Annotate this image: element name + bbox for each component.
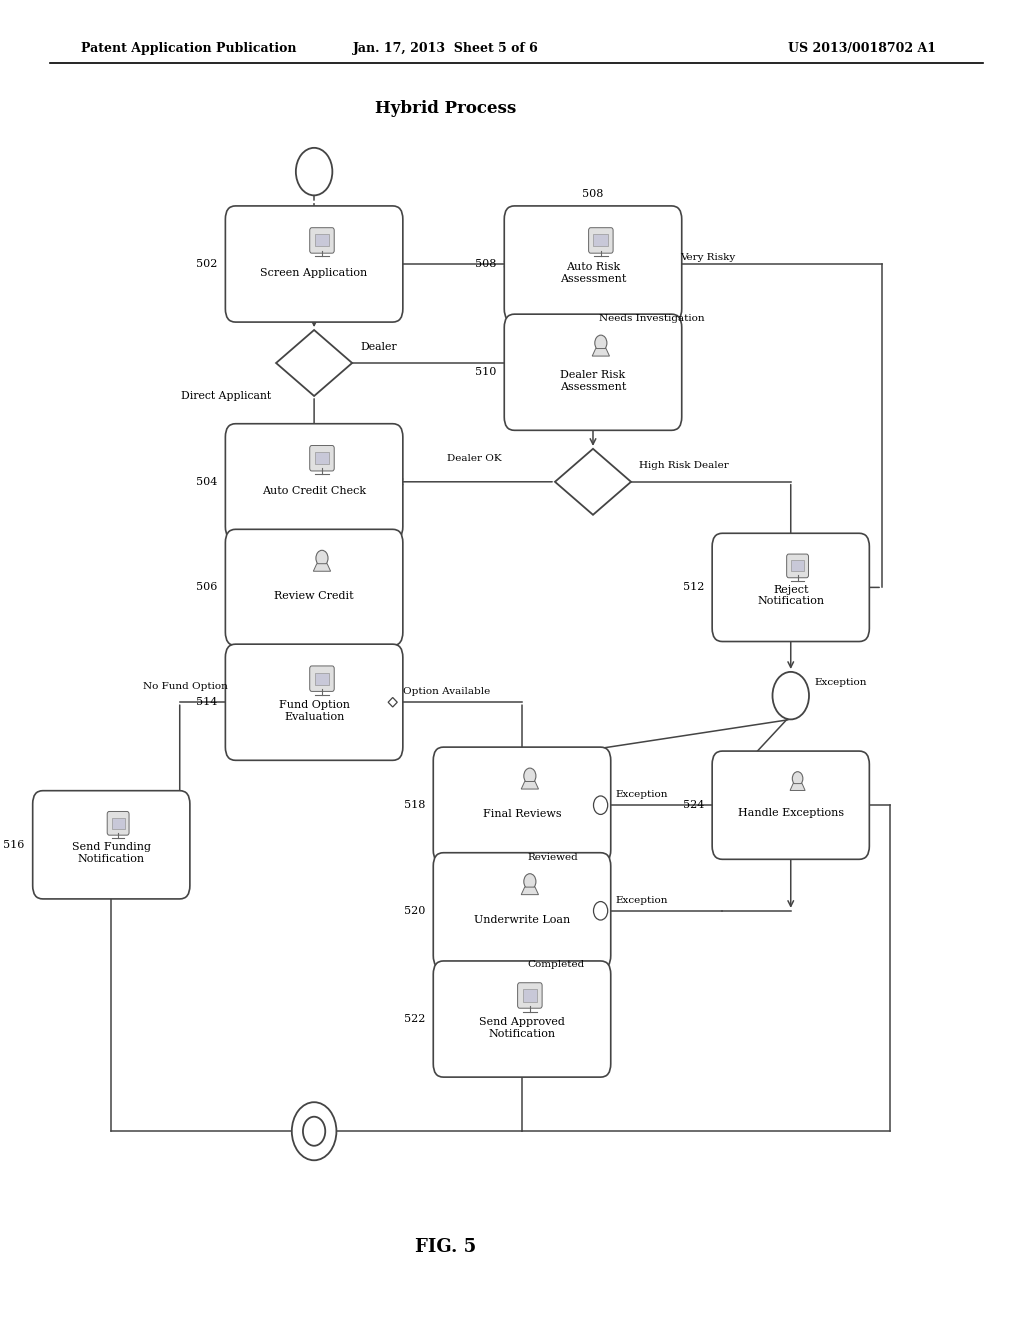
- FancyBboxPatch shape: [712, 751, 869, 859]
- Text: Dealer: Dealer: [360, 342, 397, 352]
- Circle shape: [524, 768, 536, 784]
- Bar: [314, 235, 330, 247]
- Text: Very Risky: Very Risky: [680, 253, 735, 261]
- Bar: [522, 990, 538, 1002]
- Bar: [314, 453, 330, 465]
- Text: Hybrid Process: Hybrid Process: [376, 100, 516, 116]
- Text: No Fund Option: No Fund Option: [142, 682, 227, 690]
- FancyBboxPatch shape: [517, 982, 542, 1008]
- FancyBboxPatch shape: [504, 314, 682, 430]
- Text: 516: 516: [3, 840, 25, 850]
- Polygon shape: [388, 697, 397, 708]
- Text: Fund Option
Evaluation: Fund Option Evaluation: [279, 701, 349, 722]
- Polygon shape: [791, 784, 805, 791]
- Circle shape: [524, 874, 536, 890]
- Polygon shape: [521, 887, 539, 895]
- FancyBboxPatch shape: [433, 853, 610, 969]
- Bar: [792, 561, 804, 572]
- FancyBboxPatch shape: [108, 812, 129, 836]
- Text: High Risk Dealer: High Risk Dealer: [639, 462, 729, 470]
- FancyBboxPatch shape: [225, 529, 402, 645]
- Text: Final Reviews: Final Reviews: [482, 809, 561, 820]
- Text: Auto Credit Check: Auto Credit Check: [262, 486, 367, 496]
- Text: 520: 520: [403, 906, 425, 916]
- Circle shape: [303, 1117, 326, 1146]
- FancyBboxPatch shape: [225, 644, 402, 760]
- Circle shape: [594, 796, 607, 814]
- Text: 510: 510: [475, 367, 497, 378]
- Text: Exception: Exception: [814, 678, 866, 686]
- Text: Reject
Notification: Reject Notification: [757, 585, 824, 606]
- Text: 514: 514: [196, 697, 217, 708]
- Circle shape: [292, 1102, 337, 1160]
- FancyBboxPatch shape: [786, 554, 809, 578]
- FancyBboxPatch shape: [33, 791, 189, 899]
- Text: Completed: Completed: [527, 961, 585, 969]
- Text: 524: 524: [683, 800, 705, 810]
- Polygon shape: [555, 449, 631, 515]
- Circle shape: [772, 672, 809, 719]
- Text: Auto Risk
Assessment: Auto Risk Assessment: [560, 263, 627, 284]
- Bar: [594, 235, 608, 247]
- FancyBboxPatch shape: [309, 227, 334, 253]
- FancyBboxPatch shape: [433, 961, 610, 1077]
- FancyBboxPatch shape: [712, 533, 869, 642]
- Circle shape: [316, 550, 328, 566]
- Text: Dealer Risk
Assessment: Dealer Risk Assessment: [560, 371, 627, 392]
- Text: 502: 502: [196, 259, 217, 269]
- Circle shape: [793, 772, 803, 785]
- Text: Jan. 17, 2013  Sheet 5 of 6: Jan. 17, 2013 Sheet 5 of 6: [353, 42, 539, 55]
- Text: Review Credit: Review Credit: [274, 591, 354, 602]
- Text: Exception: Exception: [615, 791, 669, 799]
- Text: 522: 522: [403, 1014, 425, 1024]
- Text: 518: 518: [403, 800, 425, 810]
- Text: FIG. 5: FIG. 5: [416, 1238, 476, 1257]
- Text: Dealer OK: Dealer OK: [446, 454, 501, 462]
- Text: 508: 508: [583, 189, 604, 199]
- Text: Direct Applicant: Direct Applicant: [181, 391, 271, 401]
- Polygon shape: [521, 781, 539, 789]
- Text: 506: 506: [196, 582, 217, 593]
- FancyBboxPatch shape: [225, 424, 402, 540]
- FancyBboxPatch shape: [589, 227, 613, 253]
- Text: Needs Investigation: Needs Investigation: [599, 314, 705, 322]
- Text: Screen Application: Screen Application: [260, 268, 368, 279]
- Circle shape: [296, 148, 333, 195]
- Text: US 2013/0018702 A1: US 2013/0018702 A1: [787, 42, 936, 55]
- Text: 504: 504: [196, 477, 217, 487]
- Bar: [314, 673, 330, 685]
- Text: Reviewed: Reviewed: [527, 854, 578, 862]
- Text: Patent Application Publication: Patent Application Publication: [81, 42, 296, 55]
- Text: Option Available: Option Available: [402, 688, 490, 696]
- FancyBboxPatch shape: [309, 446, 334, 471]
- Circle shape: [595, 335, 607, 351]
- FancyBboxPatch shape: [504, 206, 682, 322]
- Text: Underwrite Loan: Underwrite Loan: [474, 915, 570, 925]
- Polygon shape: [592, 348, 609, 356]
- Bar: [112, 818, 125, 829]
- Polygon shape: [313, 564, 331, 572]
- Text: 508: 508: [475, 259, 497, 269]
- Text: Exception: Exception: [615, 896, 669, 904]
- Text: Send Funding
Notification: Send Funding Notification: [72, 842, 151, 863]
- Polygon shape: [276, 330, 352, 396]
- Text: 512: 512: [683, 582, 705, 593]
- FancyBboxPatch shape: [225, 206, 402, 322]
- Text: Send Approved
Notification: Send Approved Notification: [479, 1018, 565, 1039]
- Circle shape: [594, 902, 607, 920]
- FancyBboxPatch shape: [433, 747, 610, 863]
- FancyBboxPatch shape: [309, 667, 334, 692]
- Text: Handle Exceptions: Handle Exceptions: [737, 808, 844, 818]
